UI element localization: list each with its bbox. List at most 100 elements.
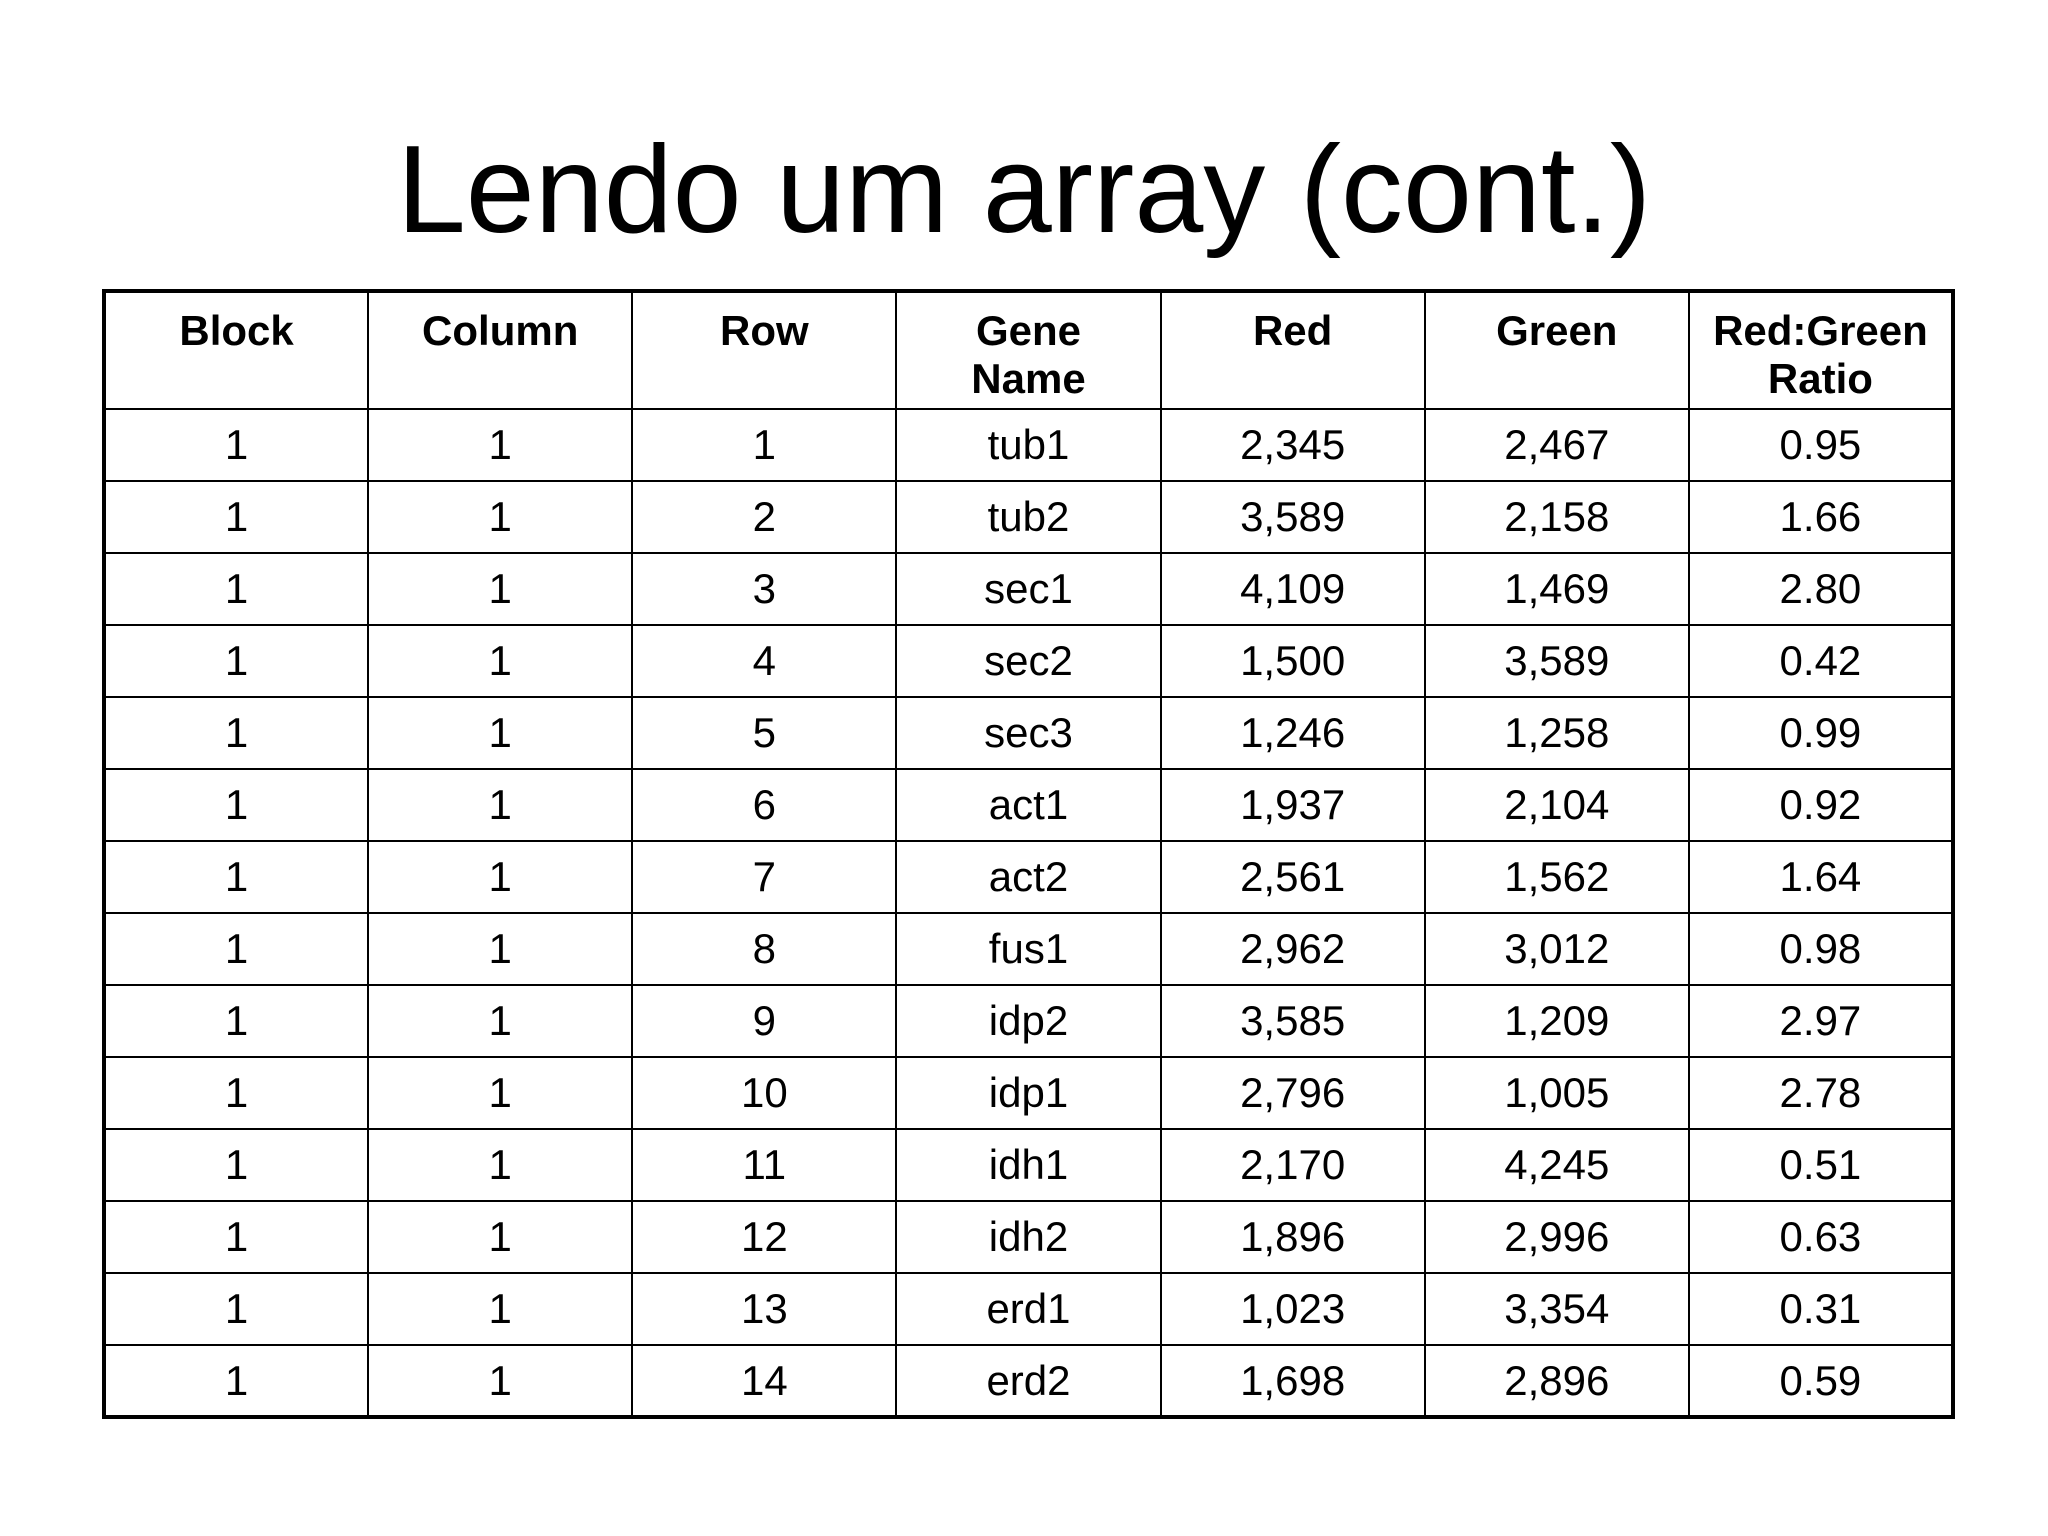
table-cell: sec1 bbox=[895, 552, 1162, 626]
table-row: 1 1 9 idp2 3,585 1,209 2.97 bbox=[102, 984, 1955, 1058]
column-header-line: Name bbox=[971, 355, 1086, 402]
table-cell: 4,109 bbox=[1159, 552, 1426, 626]
table-cell: 1,896 bbox=[1159, 1200, 1426, 1274]
table-cell: 1,500 bbox=[1159, 624, 1426, 698]
table-cell: 1 bbox=[102, 1056, 370, 1130]
table-cell: 3 bbox=[631, 552, 898, 626]
table-cell: 1,246 bbox=[1159, 696, 1426, 770]
column-header-line: Block bbox=[179, 307, 294, 354]
table-cell: 2,467 bbox=[1423, 408, 1690, 482]
table-cell: 1 bbox=[102, 552, 370, 626]
table-cell: 1 bbox=[631, 408, 898, 482]
table-cell: 1,005 bbox=[1423, 1056, 1690, 1130]
table-cell: 1 bbox=[102, 1344, 370, 1418]
table-row: 1 1 2 tub2 3,589 2,158 1.66 bbox=[102, 480, 1955, 554]
table-cell: 1 bbox=[367, 624, 634, 698]
table-cell: 1 bbox=[102, 1272, 370, 1346]
table-cell: erd1 bbox=[895, 1272, 1162, 1346]
table-row: 1 1 5 sec3 1,246 1,258 0.99 bbox=[102, 696, 1955, 770]
table-cell: 1 bbox=[102, 1128, 370, 1202]
table-cell: 2.97 bbox=[1687, 984, 1955, 1058]
table-cell: 0.95 bbox=[1687, 408, 1955, 482]
table-cell: 0.99 bbox=[1687, 696, 1955, 770]
column-header-line: Gene bbox=[975, 307, 1082, 354]
table-cell: 1 bbox=[367, 1272, 634, 1346]
table-row: 1 1 4 sec2 1,500 3,589 0.42 bbox=[102, 624, 1955, 698]
table-cell: 1,937 bbox=[1159, 768, 1426, 842]
table-cell: 6 bbox=[631, 768, 898, 842]
table-cell: 2,896 bbox=[1423, 1344, 1690, 1418]
table-row: 1 1 1 tub1 2,345 2,467 0.95 bbox=[102, 408, 1955, 482]
table-cell: 1 bbox=[102, 408, 370, 482]
table-cell: 1 bbox=[367, 912, 634, 986]
table-cell: sec2 bbox=[895, 624, 1162, 698]
column-header: Column bbox=[367, 290, 634, 410]
table-cell: 1 bbox=[367, 840, 634, 914]
table-row: 1 1 10 idp1 2,796 1,005 2.78 bbox=[102, 1056, 1955, 1130]
table-cell: 1.66 bbox=[1687, 480, 1955, 554]
table-cell: 2,996 bbox=[1423, 1200, 1690, 1274]
table-cell: 3,012 bbox=[1423, 912, 1690, 986]
table-cell: tub1 bbox=[895, 408, 1162, 482]
column-header: Green bbox=[1423, 290, 1690, 410]
column-header-line: Green bbox=[1496, 307, 1618, 354]
table-cell: 2,158 bbox=[1423, 480, 1690, 554]
gene-array-table: Block Column Row Gene Name Red Green Red:Green R… bbox=[102, 289, 1955, 1419]
table-cell: 3,589 bbox=[1423, 624, 1690, 698]
table-cell: 5 bbox=[631, 696, 898, 770]
table-cell: sec3 bbox=[895, 696, 1162, 770]
table-cell: 2,170 bbox=[1159, 1128, 1426, 1202]
table-cell: idh2 bbox=[895, 1200, 1162, 1274]
table-cell: 0.51 bbox=[1687, 1128, 1955, 1202]
table-cell: 0.92 bbox=[1687, 768, 1955, 842]
table-row: 1 1 7 act2 2,561 1,562 1.64 bbox=[102, 840, 1955, 914]
table-cell: 1,023 bbox=[1159, 1272, 1426, 1346]
table-cell: 2,561 bbox=[1159, 840, 1426, 914]
table-cell: idh1 bbox=[895, 1128, 1162, 1202]
column-header-line: Ratio bbox=[1767, 355, 1873, 402]
column-header: Block bbox=[102, 290, 370, 410]
table-cell: 14 bbox=[631, 1344, 898, 1418]
table-cell: 10 bbox=[631, 1056, 898, 1130]
table-cell: tub2 bbox=[895, 480, 1162, 554]
table-cell: 12 bbox=[631, 1200, 898, 1274]
table-cell: 0.59 bbox=[1687, 1344, 1955, 1418]
table-cell: 0.42 bbox=[1687, 624, 1955, 698]
table-cell: 2 bbox=[631, 480, 898, 554]
column-header-line: Column bbox=[422, 307, 579, 354]
table-cell: 1 bbox=[102, 768, 370, 842]
table-row: 1 1 8 fus1 2,962 3,012 0.98 bbox=[102, 912, 1955, 986]
table-cell: 4 bbox=[631, 624, 898, 698]
table-cell: idp2 bbox=[895, 984, 1162, 1058]
table-cell: 1 bbox=[367, 984, 634, 1058]
table-cell: 1,698 bbox=[1159, 1344, 1426, 1418]
table-header: Block Column Row Gene Name Red Green Red:Green R… bbox=[102, 290, 1955, 410]
table-row: 1 1 3 sec1 4,109 1,469 2.80 bbox=[102, 552, 1955, 626]
table-cell: 1 bbox=[102, 840, 370, 914]
table-cell: 1,469 bbox=[1423, 552, 1690, 626]
table-cell: 7 bbox=[631, 840, 898, 914]
table-cell: 8 bbox=[631, 912, 898, 986]
table-cell: 4,245 bbox=[1423, 1128, 1690, 1202]
table-cell: act2 bbox=[895, 840, 1162, 914]
table-row: 1 1 13 erd1 1,023 3,354 0.31 bbox=[102, 1272, 1955, 1346]
table-cell: 1 bbox=[102, 696, 370, 770]
table-cell: 1 bbox=[367, 1056, 634, 1130]
table-cell: 1 bbox=[367, 480, 634, 554]
table-cell: 1 bbox=[102, 984, 370, 1058]
table-cell: 13 bbox=[631, 1272, 898, 1346]
column-header-line: Row bbox=[720, 307, 809, 354]
table-cell: 2,345 bbox=[1159, 408, 1426, 482]
table-cell: 1 bbox=[367, 1200, 634, 1274]
table-cell: 11 bbox=[631, 1128, 898, 1202]
table-cell: 2,104 bbox=[1423, 768, 1690, 842]
table-cell: 1 bbox=[102, 624, 370, 698]
column-header: Red bbox=[1159, 290, 1426, 410]
slide-title: Lendo um array (cont.) bbox=[396, 121, 1652, 259]
table-row: 1 1 6 act1 1,937 2,104 0.92 bbox=[102, 768, 1955, 842]
table-cell: 1,562 bbox=[1423, 840, 1690, 914]
table-cell: 1 bbox=[367, 1344, 634, 1418]
table-body: 1 1 1 tub1 2,345 2,467 0.95 1 1 2 tub2 3,589 2,158 1.… bbox=[102, 408, 1955, 1418]
table-cell: 3,589 bbox=[1159, 480, 1426, 554]
table-cell: act1 bbox=[895, 768, 1162, 842]
